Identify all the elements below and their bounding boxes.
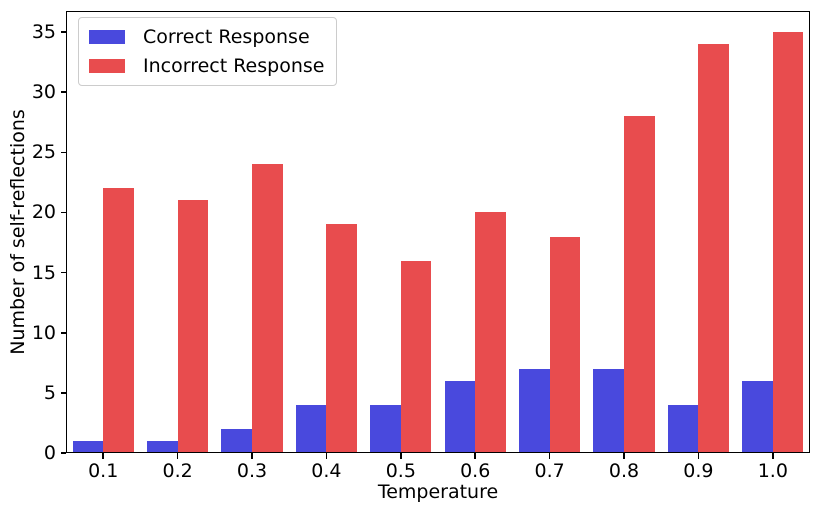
bar-incorrect-0.3: [252, 164, 283, 453]
bar-incorrect-0.7: [549, 236, 581, 453]
x-tick-label: 0.4: [311, 460, 342, 482]
x-tick-mark: [772, 453, 774, 459]
x-tick-label: 0.6: [460, 460, 491, 482]
x-tick-mark: [251, 453, 253, 459]
x-tick-label: 0.9: [683, 460, 714, 482]
y-tick-label: 10: [31, 321, 56, 344]
legend-label: Incorrect Response: [143, 55, 325, 77]
x-tick-mark: [697, 453, 700, 459]
x-tick-mark: [325, 453, 328, 459]
bar-incorrect-0.8: [624, 116, 655, 453]
x-tick-mark: [548, 453, 551, 459]
x-tick-mark: [623, 453, 625, 459]
y-tick-mark: [60, 91, 66, 93]
x-tick-mark: [400, 453, 402, 459]
x-tick-mark: [474, 453, 476, 459]
bar-correct-0.8: [593, 368, 624, 453]
bar-correct-0.7: [519, 368, 550, 453]
bar-incorrect-1.0: [772, 32, 804, 453]
bar-incorrect-0.9: [698, 44, 729, 453]
y-tick-mark: [60, 392, 66, 394]
bar-correct-0.4: [295, 404, 327, 453]
y-tick-label: 20: [31, 201, 56, 224]
bar-correct-0.5: [370, 404, 401, 453]
y-tick-mark: [60, 211, 66, 214]
legend-swatch-icon: [89, 59, 125, 73]
x-tick-label: 0.3: [236, 460, 268, 482]
legend-label: Correct Response: [143, 26, 310, 48]
x-tick-label: 0.5: [385, 460, 416, 482]
x-tick-label: 0.2: [162, 460, 193, 482]
y-tick-label: 35: [31, 21, 56, 44]
y-tick-mark: [60, 271, 66, 274]
y-tick-mark: [60, 452, 66, 454]
x-tick-label: 0.1: [88, 460, 119, 482]
x-tick-label: 1.0: [757, 460, 788, 482]
legend-entry-correct: Correct Response: [89, 24, 324, 50]
plot-area: Correct Response Incorrect Response: [66, 11, 810, 453]
legend-swatch-icon: [89, 30, 125, 44]
bar-incorrect-0.5: [400, 260, 432, 453]
y-tick-mark: [60, 31, 66, 33]
y-tick-label: 5: [43, 381, 56, 404]
bar-correct-1.0: [742, 380, 773, 453]
bar-incorrect-0.4: [326, 224, 357, 453]
bar-incorrect-0.1: [103, 188, 134, 453]
x-tick-mark: [102, 453, 104, 459]
bar-correct-0.6: [444, 380, 476, 453]
bar-correct-0.3: [221, 428, 252, 453]
x-tick-mark: [176, 453, 179, 459]
bar-correct-0.2: [147, 440, 178, 453]
legend-entry-incorrect: Incorrect Response: [89, 53, 324, 79]
x-tick-label: 0.8: [608, 460, 640, 482]
y-tick-mark: [60, 331, 66, 334]
y-tick-mark: [60, 151, 66, 154]
bar-correct-0.1: [72, 440, 104, 453]
x-tick-label: 0.7: [534, 460, 565, 482]
bar-incorrect-0.2: [177, 200, 209, 453]
y-tick-label: 15: [31, 261, 56, 284]
y-tick-label: 25: [31, 141, 56, 164]
bar-correct-0.9: [667, 404, 699, 453]
legend: Correct Response Incorrect Response: [78, 17, 338, 86]
bar-incorrect-0.6: [475, 212, 506, 453]
y-tick-label: 0: [43, 442, 56, 464]
y-tick-label: 30: [31, 81, 56, 104]
x-axis-label: Temperature: [377, 481, 499, 503]
